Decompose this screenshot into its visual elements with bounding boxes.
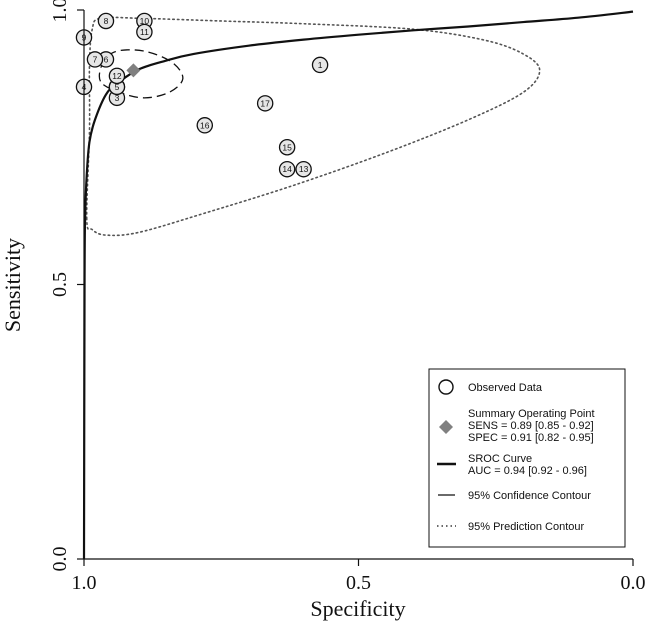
observed-point bbox=[295, 160, 312, 178]
observed-point-label: 16 bbox=[200, 120, 210, 130]
observed-point-label: 3 bbox=[115, 93, 120, 103]
legend-summary-icon bbox=[439, 420, 453, 434]
sroc-curve bbox=[82, 10, 634, 560]
plot-area: 1234567891011121314151617 bbox=[75, 10, 634, 560]
observed-point-label: 13 bbox=[299, 164, 309, 174]
observed-point-label: 15 bbox=[282, 142, 292, 152]
observed-point bbox=[278, 160, 296, 178]
legend-sroc-auc: AUC = 0.94 [0.92 - 0.96] bbox=[468, 465, 587, 477]
legend-box bbox=[428, 368, 626, 548]
x-tick-label: 0.5 bbox=[346, 572, 371, 594]
observed-point-label: 1 bbox=[318, 60, 323, 70]
x-axis-title: Specificity bbox=[310, 596, 405, 621]
observed-point bbox=[86, 51, 104, 68]
prediction-contour bbox=[85, 16, 541, 237]
observed-point bbox=[256, 95, 274, 112]
legend-observed-label: Observed Data bbox=[468, 382, 543, 394]
y-tick-label: 1.0 bbox=[49, 0, 71, 23]
observed-point bbox=[136, 23, 153, 41]
observed-point-label: 6 bbox=[104, 54, 109, 64]
observed-point bbox=[108, 67, 126, 85]
x-tick-label: 0.0 bbox=[621, 572, 646, 594]
x-tick-label: 1.0 bbox=[72, 572, 97, 594]
y-tick-label: 0.0 bbox=[49, 547, 71, 572]
summary-operating-point bbox=[126, 63, 141, 78]
axis-ticks: 1.0 0.5 0.0 0.0 0.5 1.0 bbox=[49, 0, 646, 594]
legend-summary-sens: SENS = 0.89 [0.85 - 0.92] bbox=[468, 420, 594, 432]
legend: Observed Data Summary Operating Point SE… bbox=[428, 368, 626, 548]
observed-point-label: 14 bbox=[282, 164, 292, 174]
legend-summary-title: Summary Operating Point bbox=[468, 408, 595, 420]
observed-point bbox=[196, 117, 214, 134]
observed-point-label: 5 bbox=[115, 82, 120, 92]
legend-prediction-label: 95% Prediction Contour bbox=[468, 521, 585, 533]
legend-summary-spec: SPEC = 0.91 [0.82 - 0.95] bbox=[468, 432, 594, 444]
observed-point bbox=[311, 56, 329, 74]
legend-sroc-title: SROC Curve bbox=[468, 453, 532, 465]
observed-point-label: 7 bbox=[93, 54, 98, 64]
observed-point-label: 8 bbox=[104, 16, 109, 26]
y-tick-label: 0.5 bbox=[49, 272, 71, 297]
legend-confidence-label: 95% Confidence Contour bbox=[468, 490, 591, 502]
observed-point bbox=[278, 138, 296, 156]
observed-point-label: 10 bbox=[140, 16, 150, 26]
observed-point bbox=[97, 12, 115, 30]
observed-point-label: 11 bbox=[140, 27, 149, 37]
legend-observed-icon bbox=[438, 379, 454, 395]
observed-point-label: 12 bbox=[112, 71, 122, 81]
observed-point-label: 17 bbox=[260, 98, 270, 108]
y-axis-title: Sensitivity bbox=[0, 238, 25, 332]
